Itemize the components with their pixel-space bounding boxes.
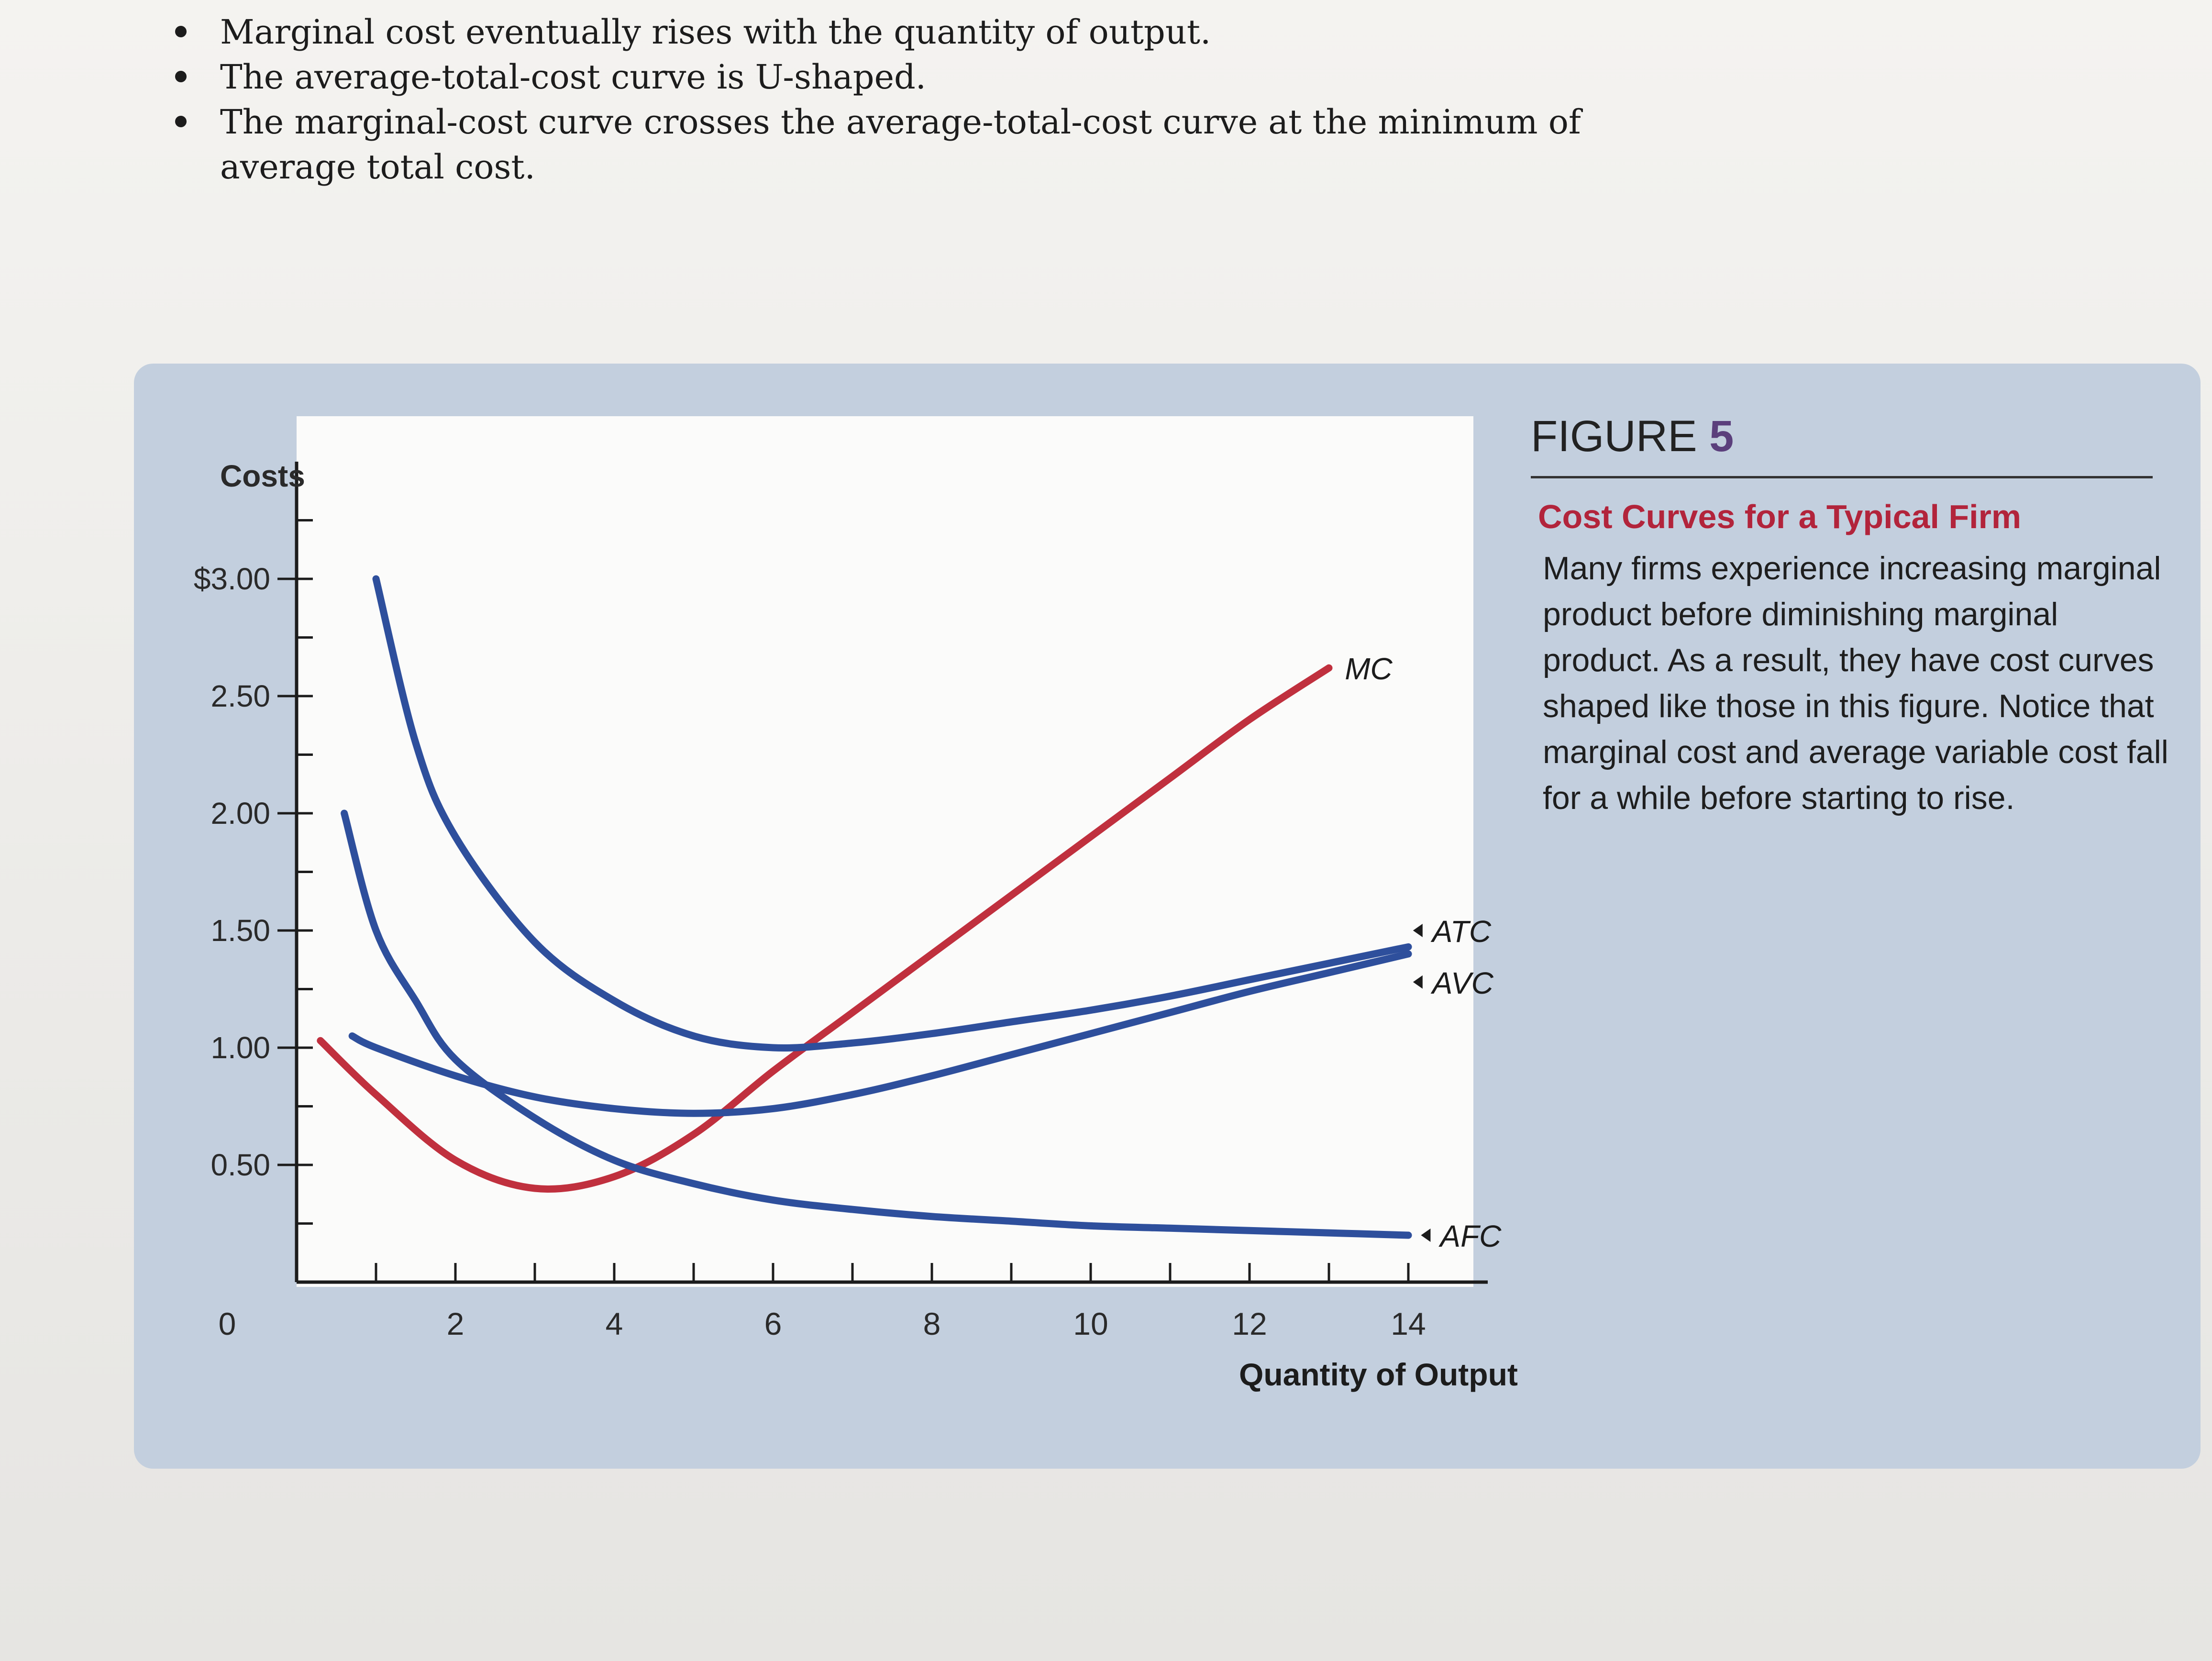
y-axis-label: Costs: [220, 459, 305, 493]
figure-number: 5: [1709, 412, 1734, 461]
x-tick-label: 6: [764, 1306, 782, 1341]
bullet-item: The marginal-cost curve crosses the aver…: [158, 100, 1593, 189]
curve-label-afc: AFC: [1438, 1219, 1502, 1253]
y-tick-label: 2.00: [210, 796, 270, 830]
plot-area: [297, 416, 1473, 1287]
x-tick-label: 12: [1232, 1306, 1267, 1341]
x-tick-label: 10: [1073, 1306, 1108, 1341]
figure-label: FIGURE: [1531, 412, 1697, 461]
series-line-avc: [348, 950, 1412, 1117]
series-line-mc: [317, 664, 1333, 1193]
label-pointer: [1413, 975, 1423, 989]
figure-caption: Many firms experience increasing margina…: [1543, 550, 2168, 816]
y-tick-label: 1.00: [210, 1030, 270, 1065]
bullet-text: Marginal cost eventually rises with the …: [220, 12, 1211, 52]
series-line-afc: [341, 809, 1412, 1239]
bullet-item: Marginal cost eventually rises with the …: [158, 10, 1593, 55]
series-line-atc: [372, 575, 1412, 1052]
y-tick-label: $3.00: [194, 562, 270, 596]
curve-label-atc: ATC: [1430, 914, 1492, 949]
figure-title: FIGURE 5: [1531, 411, 1734, 462]
summary-bullet-list: Marginal cost eventually rises with the …: [158, 10, 1593, 189]
bullet-text: The marginal-cost curve crosses the aver…: [220, 102, 1581, 187]
x-tick-label: 2: [447, 1306, 465, 1341]
x-tick-label: 14: [1391, 1306, 1426, 1341]
x-tick-label: 0: [219, 1306, 236, 1341]
curve-label-avc: AVC: [1430, 966, 1494, 1000]
y-tick-label: 2.50: [210, 679, 270, 713]
x-tick-label: 4: [606, 1306, 623, 1341]
bullet-text: The average-total-cost curve is U-shaped…: [220, 57, 927, 97]
label-pointer: [1413, 924, 1423, 937]
y-tick-label: 1.50: [210, 913, 270, 948]
label-pointer: [1421, 1229, 1431, 1242]
figure-subtitle: Cost Curves for a Typical Firm: [1538, 498, 2022, 535]
x-axis-label: Quantity of Output: [1239, 1357, 1518, 1392]
bullet-dot: [175, 71, 187, 82]
figure-rule: [1531, 476, 2153, 478]
x-tick-label: 8: [923, 1306, 941, 1341]
bullet-item: The average-total-cost curve is U-shaped…: [158, 55, 1593, 100]
curve-label-mc: MC: [1345, 652, 1393, 686]
y-tick-label: 0.50: [210, 1148, 270, 1182]
bullet-dot: [175, 26, 187, 37]
bullet-dot: [175, 116, 187, 127]
